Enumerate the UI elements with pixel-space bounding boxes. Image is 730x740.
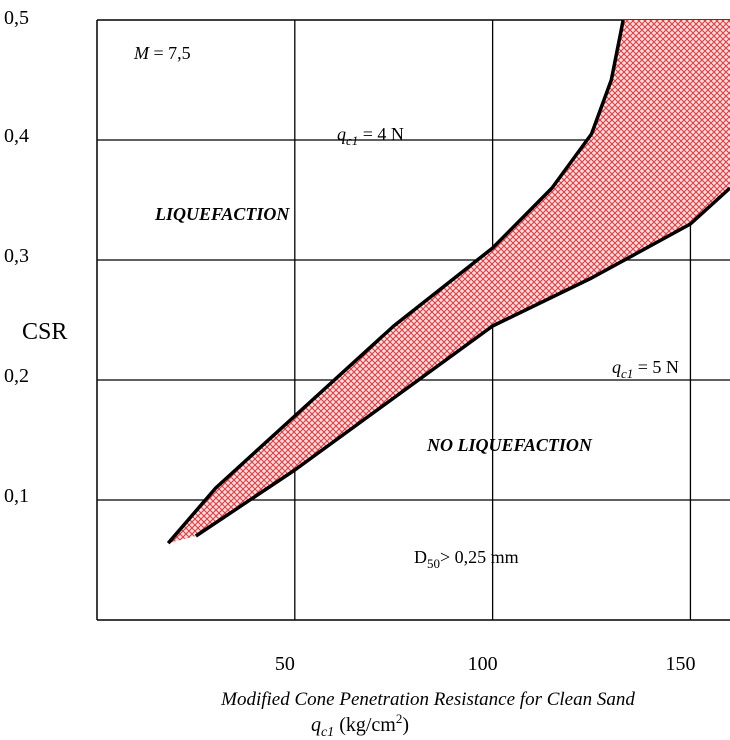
curve-label-5n: qc1 = 5 N bbox=[612, 357, 679, 381]
shaded-band bbox=[168, 20, 730, 544]
x-tick-labels: 50 100 150 bbox=[275, 653, 696, 675]
magnitude-annotation: M = 7,5 bbox=[133, 43, 191, 63]
y-tick-0,1: 0,1 bbox=[4, 485, 29, 507]
curve-label-4n: qc1 = 4 N bbox=[337, 124, 404, 148]
grain-size-annotation: D50> 0,25 mm bbox=[414, 547, 519, 571]
curve-qc1-5n bbox=[194, 186, 730, 538]
y-tick-0,3: 0,3 bbox=[4, 245, 29, 267]
x-tick-100: 100 bbox=[468, 653, 498, 675]
x-tick-50: 50 bbox=[275, 653, 295, 675]
y-axis-label: CSR bbox=[22, 319, 67, 345]
x-tick-150: 150 bbox=[665, 653, 695, 675]
curve-qc1-4n bbox=[166, 20, 625, 545]
no-liquefaction-region-label: NO LIQUEFACTION bbox=[426, 435, 593, 455]
y-tick-0,2: 0,2 bbox=[4, 365, 29, 387]
y-tick-labels: 0,1 0,2 0,3 0,4 0,5 bbox=[4, 7, 29, 507]
y-tick-0,5: 0,5 bbox=[4, 7, 29, 29]
y-tick-0,4: 0,4 bbox=[4, 125, 29, 147]
x-axis-unit: qc1 (kg/cm2) bbox=[311, 711, 409, 740]
liquefaction-region-label: LIQUEFACTION bbox=[154, 204, 290, 224]
x-axis-label: Modified Cone Penetration Resistance for… bbox=[220, 689, 635, 710]
